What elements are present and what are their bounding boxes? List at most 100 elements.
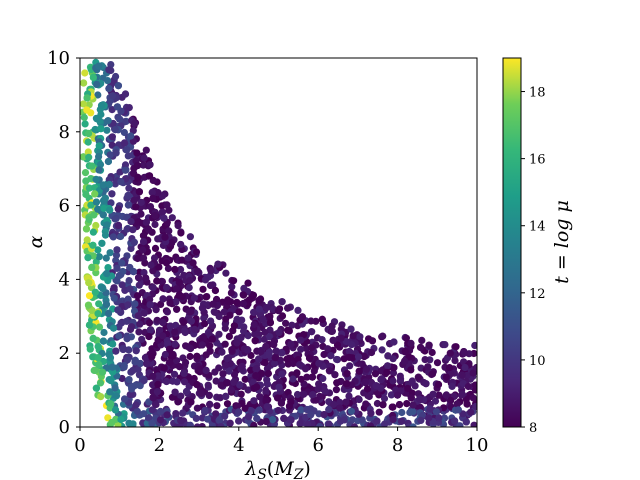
scatter-point: [469, 369, 477, 377]
scatter-point: [170, 370, 179, 378]
scatter-point: [460, 349, 469, 357]
scatter-point: [390, 338, 398, 346]
scatter-point: [375, 408, 383, 416]
scatter-point: [193, 267, 202, 275]
scatter-point: [177, 416, 185, 424]
scatter-point: [193, 381, 201, 389]
scatter-point: [145, 319, 153, 327]
scatter-point: [166, 322, 174, 330]
scatter-point: [164, 340, 172, 348]
scatter-point: [293, 390, 302, 399]
scatter-point: [124, 201, 132, 209]
colorbar-tick-label: 16: [529, 153, 546, 168]
scatter-point: [138, 335, 146, 343]
scatter-point: [109, 340, 117, 348]
scatter-point: [432, 408, 440, 416]
scatter-point: [107, 400, 115, 408]
scatter-point: [442, 373, 450, 381]
colorbar-tick-label: 18: [529, 86, 546, 101]
scatter-point: [397, 417, 405, 425]
scatter-point: [84, 138, 92, 146]
scatter-point: [124, 191, 132, 200]
y-axis-ticks: 0 2 4 6 8 10: [47, 48, 80, 438]
scatter-point: [111, 384, 119, 392]
scatter-point: [270, 359, 279, 368]
scatter-point: [140, 309, 148, 317]
scatter-point: [221, 324, 229, 332]
scatter-point: [429, 390, 437, 398]
x-tick-label: 4: [233, 435, 244, 456]
scatter-point: [104, 157, 112, 166]
scatter-point: [255, 331, 263, 339]
scatter-point: [126, 285, 134, 293]
scatter-point: [114, 221, 122, 229]
scatter-point: [179, 409, 187, 417]
scatter-point: [300, 331, 308, 339]
scatter-point: [255, 305, 263, 313]
scatter-point: [215, 416, 223, 424]
scatter-point: [266, 312, 274, 320]
scatter-point: [262, 397, 270, 405]
scatter-point: [134, 312, 142, 320]
scatter-point: [308, 328, 316, 336]
scatter-point: [149, 381, 157, 389]
scatter-point: [186, 233, 194, 241]
scatter-point: [297, 406, 305, 414]
colorbar-tick-label: 14: [529, 220, 546, 235]
scatter-point: [264, 369, 272, 378]
scatter-point: [108, 133, 116, 141]
scatter-point: [201, 320, 209, 328]
scatter-point: [441, 341, 449, 349]
scatter-point: [247, 366, 255, 374]
scatter-point: [239, 291, 248, 299]
scatter-point: [217, 423, 225, 427]
scatter-point: [104, 309, 113, 317]
scatter-point: [218, 348, 226, 356]
scatter-point: [124, 295, 132, 303]
scatter-point: [221, 340, 229, 348]
scatter-point: [114, 205, 122, 213]
scatter-point: [236, 381, 244, 389]
scatter-point: [121, 395, 129, 403]
scatter-point: [99, 284, 107, 293]
x-axis-ticks: 0 2 4 6 8 10: [74, 427, 488, 456]
scatter-point: [223, 400, 232, 408]
scatter-point: [120, 139, 129, 147]
scatter-point: [365, 392, 373, 401]
scatter-point: [263, 380, 271, 388]
scatter-point: [233, 339, 241, 347]
scatter-point: [256, 393, 264, 401]
scatter-point: [320, 411, 328, 419]
scatter-point: [82, 190, 90, 199]
scatter-point: [123, 146, 131, 154]
scatter-point: [345, 353, 353, 361]
scatter-point: [132, 347, 140, 355]
scatter-point: [91, 190, 99, 198]
scatter-point: [278, 312, 287, 320]
scatter-point: [89, 228, 97, 236]
scatter-point: [354, 353, 363, 361]
scatter-point: [324, 345, 332, 353]
scatter-point: [135, 328, 143, 336]
scatter-point: [448, 382, 456, 390]
scatter-point: [367, 409, 375, 417]
scatter-point: [244, 346, 252, 354]
scatter-point: [222, 392, 230, 400]
scatter-point: [154, 380, 162, 388]
scatter-point: [136, 320, 144, 328]
scatter-point: [467, 408, 475, 416]
scatter-point: [431, 397, 440, 405]
scatter-point: [125, 104, 133, 112]
scatter-point: [149, 372, 157, 380]
scatter-point: [94, 342, 102, 351]
scatter-point: [103, 270, 111, 278]
scatter-point: [408, 377, 416, 385]
scatter-point: [143, 360, 151, 368]
scatter-point: [166, 299, 174, 307]
scatter-point: [102, 300, 111, 308]
scatter-point: [442, 391, 450, 399]
scatter-point: [193, 423, 201, 427]
scatter-point: [307, 344, 316, 352]
scatter-point: [94, 246, 102, 254]
